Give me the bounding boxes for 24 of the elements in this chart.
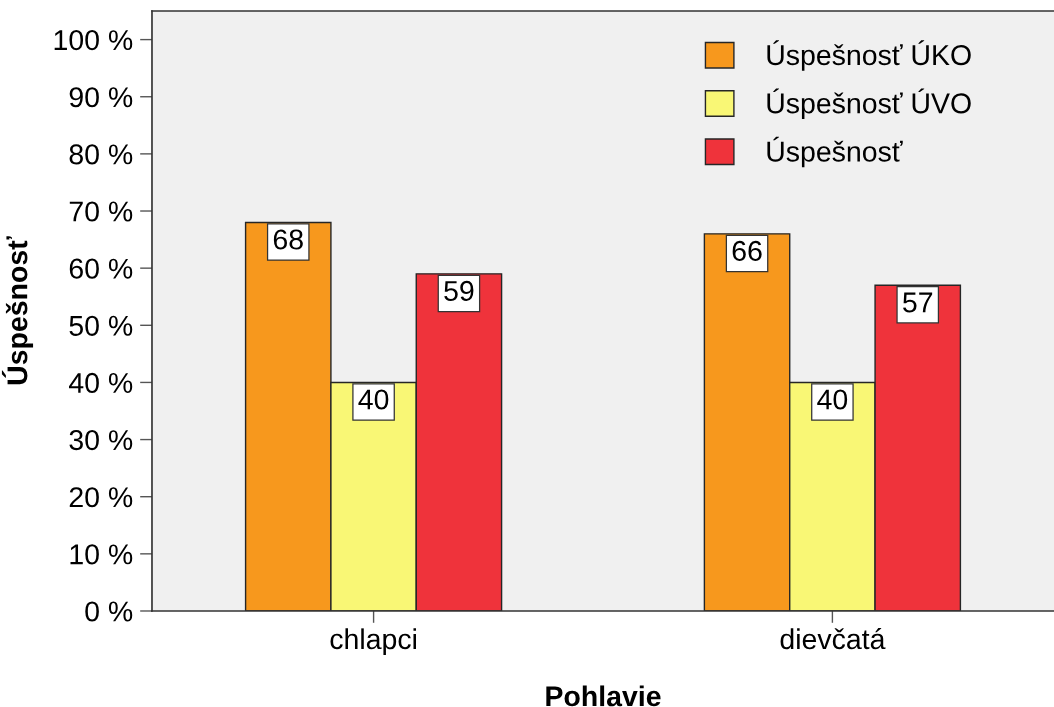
x-axis-title: Pohlavie xyxy=(546,685,661,707)
data-label: 66 xyxy=(732,240,762,262)
y-tick-label: 50 % xyxy=(69,315,133,336)
y-tick-label: 30 % xyxy=(69,430,133,451)
y-tick-label: 90 % xyxy=(69,87,133,108)
y-tick-label: 70 % xyxy=(69,201,133,222)
y-tick-label: 60 % xyxy=(69,258,133,279)
y-axis-title: Úspešnosť xyxy=(1,236,34,385)
legend-label: Úspešnosť ÚKO xyxy=(767,40,971,71)
data-label: 40 xyxy=(358,389,389,410)
data-label: 57 xyxy=(903,292,933,313)
x-tick-label: chlapci xyxy=(330,628,416,655)
legend-label: Úspešnosť xyxy=(767,136,903,168)
data-label: 68 xyxy=(273,229,303,250)
y-tick-label: 80 % xyxy=(69,144,133,165)
legend-label: Úspešnosť ÚVO xyxy=(767,88,971,120)
y-tick-label: 40 % xyxy=(69,372,133,394)
data-label: 59 xyxy=(444,280,474,302)
y-tick-label: 100 % xyxy=(54,30,133,51)
x-tick-label: dievčatá xyxy=(780,628,886,650)
data-label: 40 xyxy=(817,389,848,410)
y-tick-label: 20 % xyxy=(69,487,133,508)
y-tick-label: 10 % xyxy=(70,544,133,565)
y-tick-label: 0 % xyxy=(85,601,133,622)
